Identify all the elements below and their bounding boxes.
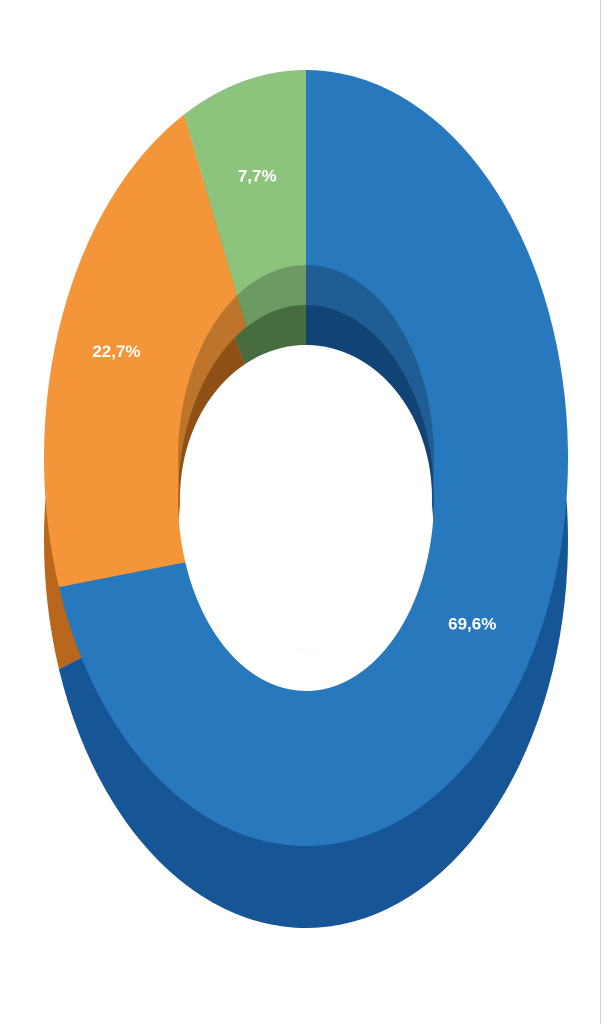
data-label-1: 22,7% [92, 342, 140, 361]
donut-slices-layer [44, 70, 568, 846]
data-label-0: 69,6% [448, 615, 496, 634]
donut-slice-1 [44, 114, 247, 588]
donut-slice-2 [184, 70, 306, 328]
page-right-border [600, 0, 601, 1024]
data-label-2: 7,7% [238, 167, 277, 186]
donut-labels-layer: 69,6% 22,7% 7,7% [92, 167, 496, 634]
donut-slice-0 [58, 70, 568, 846]
donut-hole [180, 345, 432, 651]
